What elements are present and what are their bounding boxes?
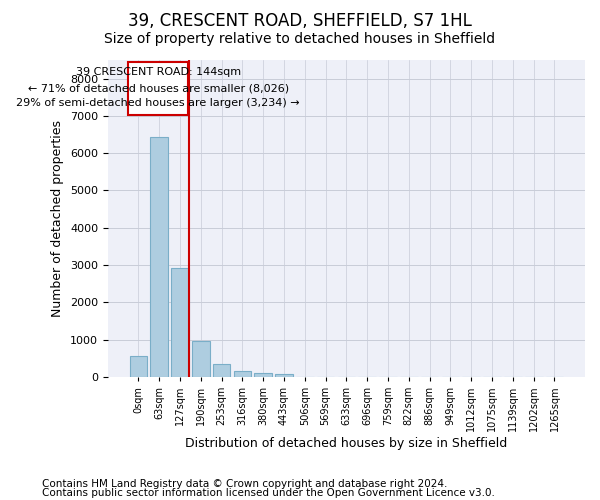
Text: 29% of semi-detached houses are larger (3,234) →: 29% of semi-detached houses are larger (… bbox=[16, 98, 300, 108]
Text: 39, CRESCENT ROAD, SHEFFIELD, S7 1HL: 39, CRESCENT ROAD, SHEFFIELD, S7 1HL bbox=[128, 12, 472, 30]
X-axis label: Distribution of detached houses by size in Sheffield: Distribution of detached houses by size … bbox=[185, 437, 508, 450]
Bar bbox=[130, 356, 147, 377]
FancyBboxPatch shape bbox=[128, 62, 188, 115]
Text: 39 CRESCENT ROAD: 144sqm: 39 CRESCENT ROAD: 144sqm bbox=[76, 67, 241, 77]
Y-axis label: Number of detached properties: Number of detached properties bbox=[52, 120, 64, 317]
Text: ← 71% of detached houses are smaller (8,026): ← 71% of detached houses are smaller (8,… bbox=[28, 83, 289, 93]
Bar bbox=[171, 268, 189, 377]
Bar bbox=[254, 373, 272, 377]
Bar bbox=[192, 341, 209, 377]
Bar bbox=[275, 374, 293, 377]
Text: Size of property relative to detached houses in Sheffield: Size of property relative to detached ho… bbox=[104, 32, 496, 46]
Bar bbox=[151, 137, 168, 377]
Bar bbox=[213, 364, 230, 377]
Text: Contains public sector information licensed under the Open Government Licence v3: Contains public sector information licen… bbox=[42, 488, 495, 498]
Bar bbox=[233, 371, 251, 377]
Text: Contains HM Land Registry data © Crown copyright and database right 2024.: Contains HM Land Registry data © Crown c… bbox=[42, 479, 448, 489]
